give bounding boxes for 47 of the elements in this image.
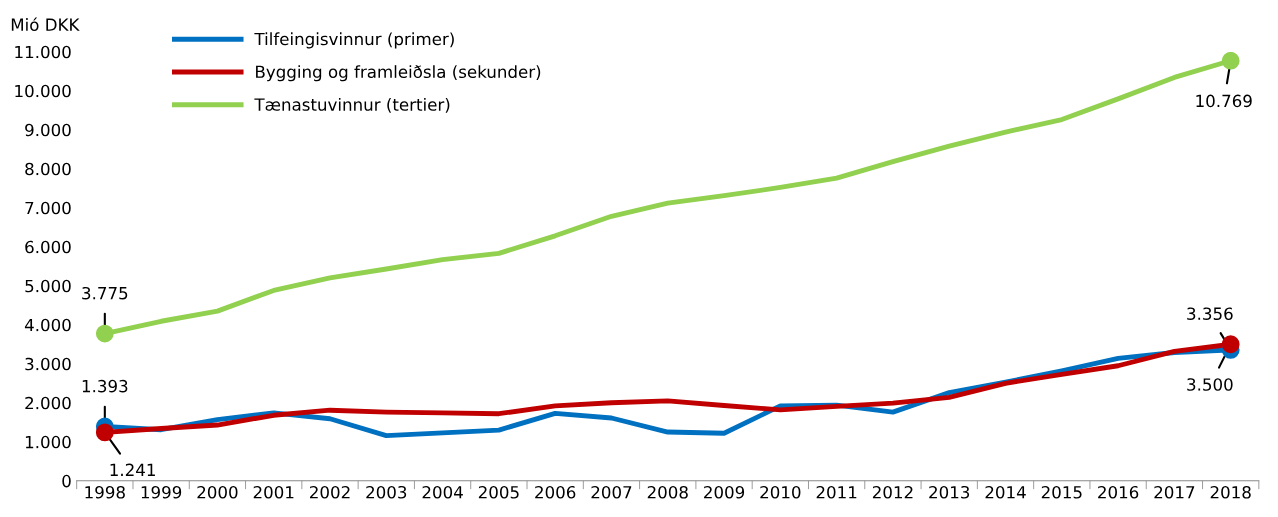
x-tick-label: 2014 (985, 485, 1026, 499)
point (1221, 335, 1240, 354)
y-tick-label: 1.000 (25, 435, 71, 449)
y-tick-label: 3.000 (25, 357, 71, 371)
x-tick-label: 2003 (366, 485, 407, 499)
y-tick-label: 7.000 (25, 201, 71, 215)
x-tick-label: 2012 (872, 485, 913, 499)
x-tick-label: 2008 (647, 485, 688, 499)
legend-label: Tænastuvinnur (tertier) (254, 97, 450, 113)
data-label: 3.775 (82, 286, 128, 300)
x-tick-label: 2017 (1154, 485, 1195, 499)
y-tick-label: 10.000 (15, 84, 71, 98)
legend-label: Tilfeingisvinnur (primer) (254, 32, 454, 49)
x-tick-label: 2016 (1098, 485, 1139, 499)
x-tick-label: 2018 (1210, 485, 1251, 499)
x-tick-label: 2004 (422, 485, 463, 499)
y-tick-label: 6.000 (25, 240, 71, 254)
data-label: 10.769 (1196, 94, 1252, 108)
x-tick-label: 2007 (591, 485, 632, 499)
x-tick-label: 2005 (478, 485, 519, 499)
y-tick-label: 8.000 (25, 162, 71, 176)
x-tick-label: 2010 (760, 485, 801, 499)
x-tick-label: 1998 (85, 485, 125, 499)
x-tick-label: 2002 (310, 485, 350, 499)
y-tick-label: 5.000 (25, 279, 71, 293)
data-label: 3.356 (1187, 307, 1233, 321)
data-label: 3.500 (1187, 378, 1233, 391)
x-tick-label: 1999 (141, 485, 182, 499)
x-tick-label: 2009 (704, 485, 745, 499)
y-tick-label: 4.000 (24, 318, 71, 332)
x-tick-label: 2011 (816, 485, 857, 499)
legend-label: Bygging og framleiðsla (sekunder) (256, 65, 541, 82)
point (95, 324, 114, 343)
data-label: 1.393 (82, 379, 128, 393)
x-tick-label: 2013 (929, 485, 970, 499)
x-tick-label: 2001 (253, 485, 294, 499)
y-tick-label: 0 (62, 474, 71, 488)
x-tick-label: 2015 (1041, 485, 1082, 499)
data-label: 1.241 (110, 463, 155, 476)
x-tick-label: 2000 (197, 485, 238, 499)
y-tick-label: 2.000 (25, 396, 71, 410)
x-tick-label: 2006 (535, 485, 576, 499)
point (1221, 51, 1240, 70)
y-tick-label: 9.000 (25, 123, 71, 137)
y-tick-label: 11.000 (15, 45, 71, 59)
point (95, 423, 114, 442)
y-axis-title: Mió DKK (11, 17, 80, 31)
